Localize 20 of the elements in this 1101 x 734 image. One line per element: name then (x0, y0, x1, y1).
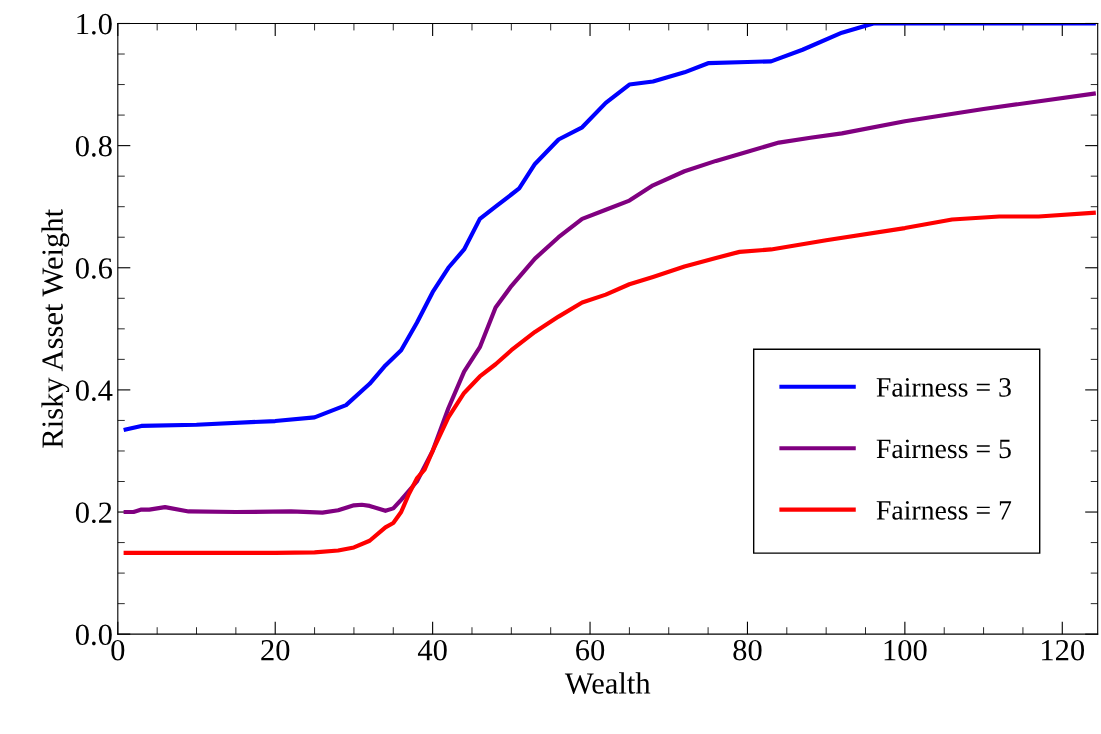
y-axis-title: Risky Asset Weight (41, 209, 70, 448)
y-tick-label: 0.4 (75, 380, 113, 401)
y-tick-label: 0.0 (75, 624, 112, 646)
x-tick-label: 0 (111, 639, 125, 661)
y-tick-label: 0.6 (75, 258, 113, 279)
x-tick-label: 40 (417, 639, 447, 661)
x-axis-title: Wealth (564, 672, 651, 694)
line-series (123, 210, 1096, 556)
x-tick-label: 100 (884, 639, 927, 661)
y-tick-label: 1.0 (77, 13, 112, 35)
x-tick-label: 120 (1042, 639, 1085, 661)
y-tick-label: 0.2 (75, 502, 112, 524)
x-tick-label: 20 (261, 639, 290, 661)
legend-label: Fairness = 3 (876, 378, 1011, 397)
y-tick-label: 0.8 (75, 135, 112, 157)
x-tick-label: 60 (576, 639, 605, 661)
legend-label: Fairness = 5 (876, 439, 1011, 459)
x-tick-label: 80 (733, 639, 762, 661)
legend-label: Fairness = 7 (876, 501, 1012, 520)
line-series (123, 23, 1096, 432)
